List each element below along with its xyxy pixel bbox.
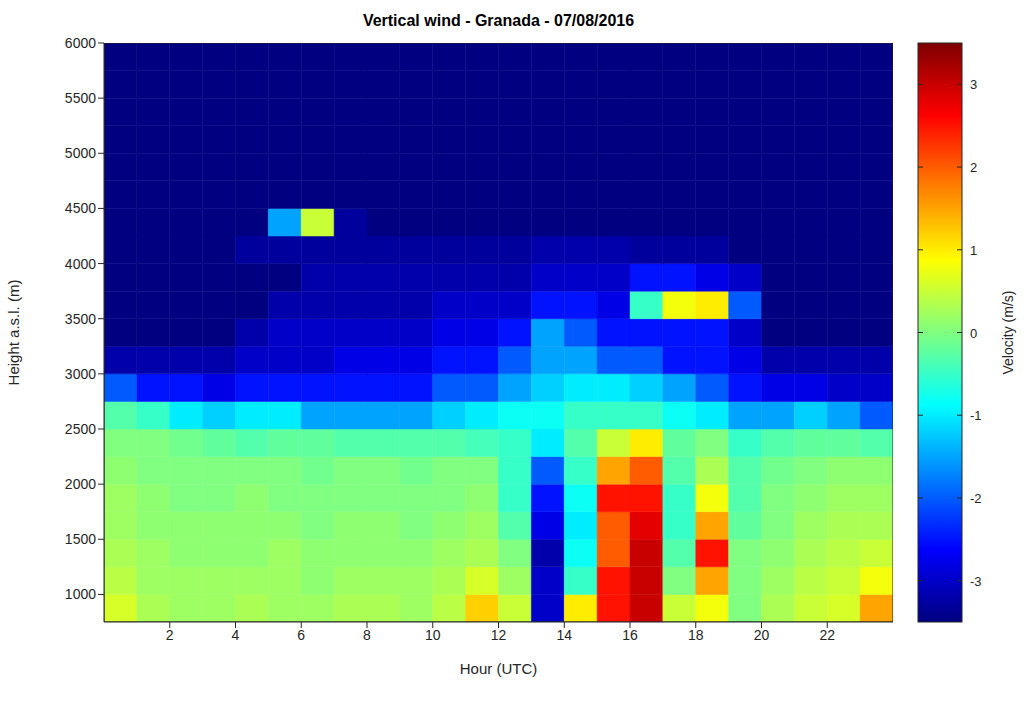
html-text:Vertical wind - Granada - 07/0: Vertical wind - Granada - 07/08/2016: [362, 12, 635, 29]
svg-text:20: 20: [754, 627, 770, 643]
svg-text:22: 22: [819, 627, 835, 643]
svg-text:2: 2: [970, 160, 977, 175]
svg-text:1500: 1500: [65, 531, 96, 547]
svg-text:0: 0: [970, 326, 977, 341]
svg-text:1: 1: [970, 243, 977, 258]
svg-text:6000: 6000: [65, 35, 96, 51]
svg-text:Height a.s.l. (m): Height a.s.l. (m): [5, 280, 22, 386]
svg-text:-1: -1: [970, 408, 982, 423]
svg-text:4: 4: [232, 627, 240, 643]
svg-text:-2: -2: [970, 491, 982, 506]
svg-text:5000: 5000: [65, 145, 96, 161]
svg-text:14: 14: [556, 627, 572, 643]
svg-text:3000: 3000: [65, 366, 96, 382]
svg-text:Hour (UTC): Hour (UTC): [460, 660, 538, 677]
svg-text:4000: 4000: [65, 256, 96, 272]
svg-text:2500: 2500: [65, 421, 96, 437]
svg-text:Velocity (m/s): Velocity (m/s): [1000, 290, 1016, 374]
svg-text:-3: -3: [970, 574, 982, 589]
svg-text:2: 2: [166, 627, 174, 643]
svg-text:3: 3: [970, 77, 977, 92]
svg-text:8: 8: [363, 627, 371, 643]
svg-text:16: 16: [622, 627, 638, 643]
svg-text:3500: 3500: [65, 311, 96, 327]
svg-text:2000: 2000: [65, 476, 96, 492]
svg-text:18: 18: [688, 627, 704, 643]
svg-text:10: 10: [425, 627, 441, 643]
svg-text:12: 12: [491, 627, 507, 643]
svg-text:5500: 5500: [65, 90, 96, 106]
svg-text:4500: 4500: [65, 200, 96, 216]
svg-text:1000: 1000: [65, 586, 96, 602]
svg-text:6: 6: [297, 627, 305, 643]
